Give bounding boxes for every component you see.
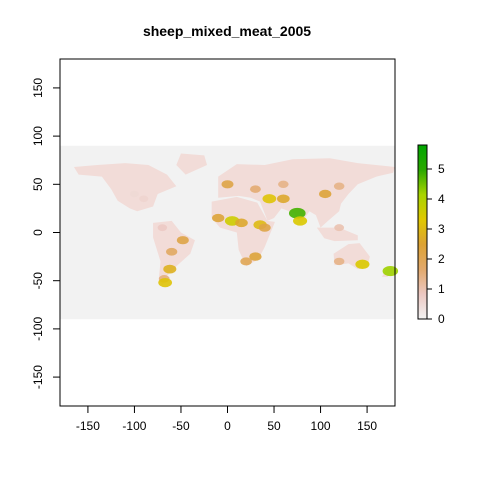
hotspot-25 <box>333 257 345 266</box>
x-tick-label: 100 <box>311 419 331 433</box>
land-africa <box>211 196 275 267</box>
hotspot-14 <box>240 257 252 266</box>
hotspot-7 <box>139 195 149 203</box>
hotspot-26 <box>382 265 399 277</box>
color-legend: 0 1 2 3 4 5 <box>417 144 445 326</box>
hotspot-4 <box>176 236 189 245</box>
hotspot-8 <box>212 213 225 223</box>
hotspot-24 <box>355 259 370 270</box>
hotspot-20 <box>221 180 234 189</box>
legend-border <box>417 144 428 320</box>
legend-tick-label: 5 <box>438 162 445 176</box>
hotspot-1 <box>163 264 177 274</box>
hotspot-10 <box>235 218 248 228</box>
land-north-america <box>73 163 177 212</box>
hotspot-6 <box>129 190 139 198</box>
hotspot-16 <box>276 194 290 204</box>
legend-tick-label: 4 <box>438 192 445 206</box>
x-tick-label: 150 <box>357 419 377 433</box>
legend-tick-label: 2 <box>438 252 445 266</box>
y-tick-label: 0 <box>31 229 45 236</box>
chart-title: sheep_mixed_meat_2005 <box>143 23 311 39</box>
land-eurasia <box>218 158 395 228</box>
hotspot-3 <box>158 278 173 288</box>
y-tick-label: -100 <box>31 317 45 341</box>
legend-tick-label: 1 <box>438 282 445 296</box>
y-tick-label: 50 <box>31 177 45 191</box>
x-tick-label: 50 <box>267 419 281 433</box>
hotspot-19 <box>319 189 332 199</box>
hotspot-12 <box>258 223 271 232</box>
data-hotspots <box>129 180 399 288</box>
legend-tick-label: 0 <box>438 312 445 326</box>
y-tick-label: 100 <box>31 126 45 146</box>
hotspot-22 <box>278 180 289 189</box>
y-tick-label: -50 <box>31 272 45 290</box>
legend-color-bar <box>418 145 427 319</box>
hotspot-23 <box>333 182 345 190</box>
hotspot-17 <box>288 207 306 219</box>
plot-area <box>59 58 399 407</box>
x-tick-label: -50 <box>172 419 190 433</box>
legend-ticks: 0 1 2 3 4 5 <box>427 162 445 326</box>
y-axis: -150 -100 -50 0 50 100 150 <box>31 78 61 389</box>
hotspot-5 <box>157 224 168 232</box>
x-axis: -150 -100 -50 0 50 100 150 <box>76 405 377 433</box>
x-tick-label: -100 <box>122 419 146 433</box>
hotspot-15 <box>262 194 277 204</box>
hotspot-27 <box>334 224 345 232</box>
hotspot-13 <box>249 252 262 261</box>
y-tick-label: -150 <box>31 365 45 389</box>
x-tick-label: -150 <box>76 419 100 433</box>
x-tick-label: 0 <box>224 419 231 433</box>
hotspot-18 <box>293 216 308 226</box>
land-masses <box>73 153 395 286</box>
hotspot-0 <box>166 247 178 256</box>
land-indonesia <box>316 227 358 242</box>
land-greenland <box>176 153 208 175</box>
hotspot-21 <box>249 185 261 193</box>
y-tick-label: 150 <box>31 78 45 98</box>
legend-tick-label: 3 <box>438 222 445 236</box>
